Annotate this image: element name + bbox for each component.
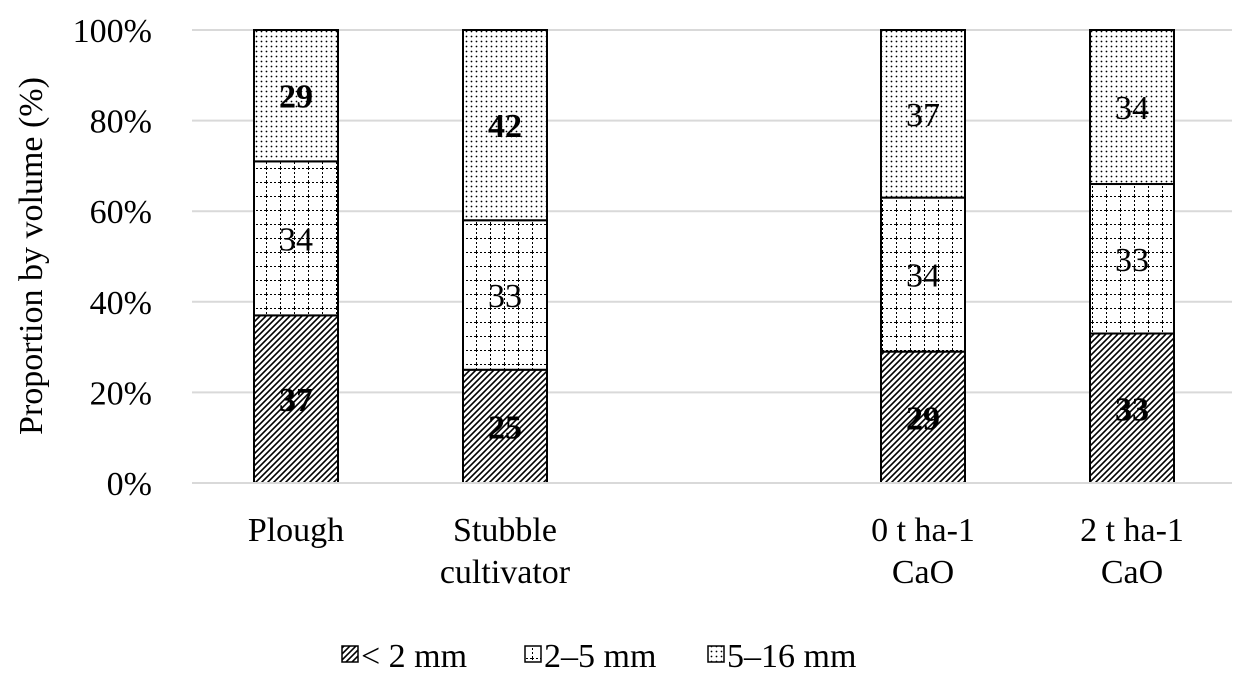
category-label: CaO (1101, 554, 1163, 591)
category-label: 2 t ha-1 (1080, 512, 1184, 549)
category-label: CaO (892, 554, 954, 591)
bar-segment (253, 314, 339, 485)
data-label: 34 (1115, 90, 1149, 127)
gridlines (192, 29, 1232, 394)
category-labels: Plough Stubble cultivator 0 t ha-1 CaO 2 t ha… (248, 512, 1184, 591)
data-label: 25 (488, 409, 522, 446)
bar-segment (880, 350, 966, 484)
y-tick-label: 100% (73, 13, 152, 50)
legend-swatch (707, 645, 725, 663)
data-label: 33 (1115, 242, 1149, 279)
bar-segment (880, 196, 966, 353)
data-label: 33 (488, 278, 522, 315)
legend-label: 5–16 mm (727, 638, 856, 675)
data-label: 29 (279, 79, 313, 116)
y-tick-label: 20% (90, 375, 152, 412)
data-label: 29 (906, 400, 940, 437)
legend: < 2 mm 2–5 mm 5–16 mm (341, 638, 856, 675)
category-label: cultivator (440, 554, 571, 591)
category-label: Stubble (453, 512, 557, 549)
legend-swatch (524, 645, 542, 663)
y-tick-label: 40% (90, 285, 152, 322)
data-label: 33 (1115, 391, 1149, 428)
y-tick-label: 0% (107, 466, 152, 503)
data-label: 37 (279, 382, 313, 419)
legend-label: < 2 mm (361, 638, 467, 675)
legend-label: 2–5 mm (544, 638, 656, 675)
category-label: Plough (248, 512, 344, 549)
bar-segment (1089, 29, 1175, 186)
bar-segment (253, 160, 339, 317)
bar-segment (253, 29, 339, 163)
data-labels: 37 34 29 25 33 42 29 34 37 33 33 34 (279, 79, 1149, 447)
data-label: 34 (906, 258, 940, 295)
y-tick-label: 60% (90, 194, 152, 231)
data-label: 37 (906, 97, 940, 134)
data-label: 34 (279, 221, 313, 258)
bars (253, 29, 1175, 485)
bar-segment (880, 29, 966, 199)
y-axis-title: Proportion by volume (%) (13, 77, 50, 435)
y-tick-label: 80% (90, 104, 152, 141)
legend-swatch (341, 645, 359, 663)
category-label: 0 t ha-1 (871, 512, 975, 549)
data-label: 42 (488, 108, 522, 145)
bar-segment (462, 29, 548, 222)
bar-segment (1089, 332, 1175, 485)
y-axis-tick-labels: 0% 20% 40% 60% 80% 100% (73, 13, 152, 503)
